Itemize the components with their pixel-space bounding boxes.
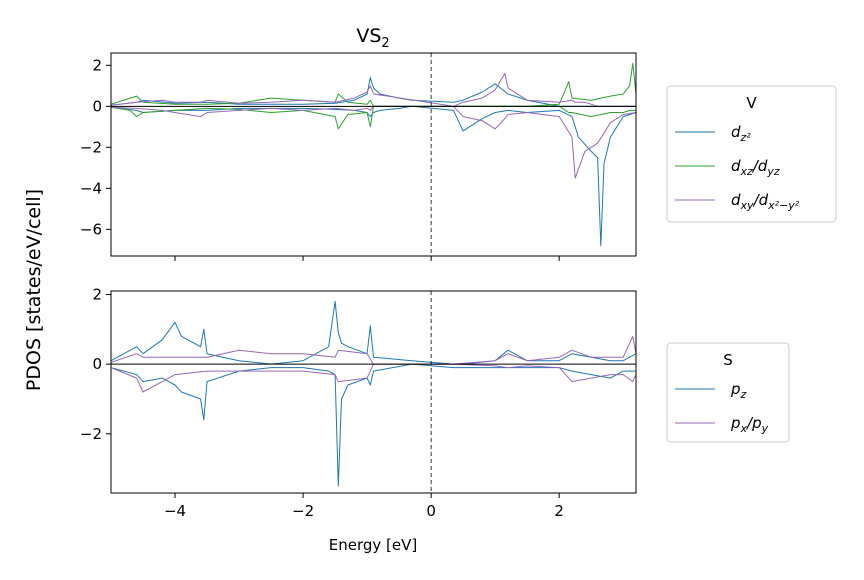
legend-label-part: xz xyxy=(740,165,754,178)
y-tick-label: −2 xyxy=(80,138,102,156)
series-d_xy/d_x2-y2-down xyxy=(111,105,636,179)
legend-label-part: z xyxy=(740,388,747,401)
legend-label-part: x xyxy=(740,422,748,435)
panel-top: 2 0 −2 −4 −6 xyxy=(80,52,637,261)
panel-frame xyxy=(110,290,637,494)
legend-title: S xyxy=(723,351,733,369)
legend-label-part: yz xyxy=(766,165,780,178)
series-d_xy/d_x2-y2-up xyxy=(111,73,636,107)
legend-label-part: y xyxy=(761,422,769,435)
x-axis-label: Energy [eV] xyxy=(329,536,417,554)
legend-label: pz xyxy=(730,380,747,401)
legend-label-part: /d xyxy=(752,191,769,209)
y-tick-label: 0 xyxy=(92,355,102,373)
y-tick-label: 2 xyxy=(92,285,102,303)
series-d_xz/d_yz-up xyxy=(111,62,636,107)
x-tick-label: −4 xyxy=(164,502,186,520)
chart-title: VS2 xyxy=(356,25,389,51)
legend-label-part: x²−y² xyxy=(767,199,800,212)
legend-label-part: p xyxy=(730,380,741,398)
legend-label-part: d xyxy=(731,123,741,141)
legend-label-part: d xyxy=(731,157,741,175)
series-d_z2-down xyxy=(111,105,636,247)
legend-label-part: /d xyxy=(751,157,768,175)
y-tick-label: 2 xyxy=(92,56,102,74)
legend-label-part: xy xyxy=(740,199,755,212)
chart-title-subscript: 2 xyxy=(381,36,389,51)
series-p_x/p_y-down xyxy=(111,363,636,393)
legend-label-part: p xyxy=(730,414,741,432)
panel-bottom: −4 −2 0 2 2 0 −2 xyxy=(80,285,637,520)
y-tick-label: −4 xyxy=(80,179,102,197)
y-axis-label: PDOS [states/eV/cell] xyxy=(23,189,45,391)
legend-box xyxy=(666,85,837,223)
x-tick-label: 2 xyxy=(554,502,564,520)
legend-label-part: d xyxy=(731,191,741,209)
series-p_z-up xyxy=(111,300,636,365)
legend-label-part: z² xyxy=(740,131,752,144)
y-tick-label: 0 xyxy=(92,97,102,115)
x-tick-label: 0 xyxy=(426,502,436,520)
legend-label: px/py xyxy=(730,414,769,435)
legend-label: dxy/dx²−y² xyxy=(731,191,800,212)
legend-label: dz² xyxy=(731,123,751,144)
legend-box xyxy=(666,342,790,443)
panel-frame xyxy=(110,52,637,257)
series-p_z-down xyxy=(111,363,636,487)
chart-title-main: VS xyxy=(356,25,381,47)
legend-label-part: /p xyxy=(745,414,762,432)
legend-title: V xyxy=(746,94,757,112)
y-tick-label: −6 xyxy=(80,220,102,238)
series-d_xz/d_yz-down xyxy=(111,105,636,130)
panel-plot-area xyxy=(111,291,636,493)
y-tick-label: −2 xyxy=(80,425,102,443)
panel-plot-area xyxy=(111,53,636,256)
x-tick-label: −2 xyxy=(292,502,314,520)
legend-label: dxz/dyz xyxy=(731,157,780,178)
